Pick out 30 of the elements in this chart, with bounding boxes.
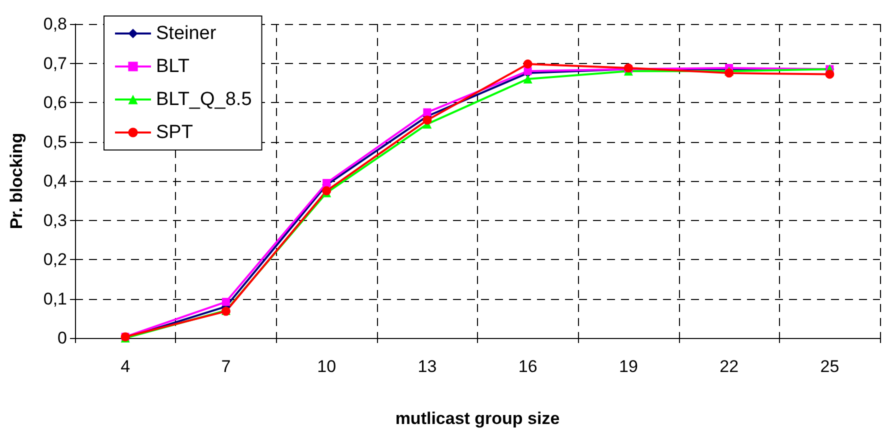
x-tick-label: 25 xyxy=(820,357,840,376)
x-axis-title: mutlicast group size xyxy=(395,409,560,428)
y-tick-label: 0,8 xyxy=(43,14,67,34)
point xyxy=(423,108,432,116)
point xyxy=(523,74,532,84)
y-tick-label: 0,7 xyxy=(43,54,67,73)
y-tick-label: 0 xyxy=(58,328,67,348)
x-tick-label: 19 xyxy=(618,357,638,376)
x-tick-label: 10 xyxy=(317,357,336,376)
point xyxy=(825,70,834,79)
y-tick-label: 0,3 xyxy=(43,210,67,230)
legend-label: BLT_Q_8.5 xyxy=(156,89,252,110)
y-tick-label: 0,2 xyxy=(43,250,67,269)
y-axis-title: Pr. blocking xyxy=(7,132,26,230)
x-tick-label: 16 xyxy=(518,357,538,376)
y-tick-label: 0,5 xyxy=(43,132,67,152)
point xyxy=(322,178,331,187)
legend-label: SPT xyxy=(156,122,194,143)
x-tick-label: 13 xyxy=(418,357,437,376)
x-tick-label: 7 xyxy=(221,357,231,376)
y-tick-label: 0,4 xyxy=(43,172,67,190)
y-tick-label: 0,1 xyxy=(43,289,67,308)
legend-label: Steiner xyxy=(156,23,217,44)
point xyxy=(523,60,532,69)
point xyxy=(422,116,432,125)
legend-label: BLT xyxy=(156,56,190,77)
x-tick-label: 22 xyxy=(720,357,739,376)
x-tick-label: 4 xyxy=(120,357,130,376)
y-tick-label: 0,6 xyxy=(43,93,67,112)
point xyxy=(222,298,230,306)
